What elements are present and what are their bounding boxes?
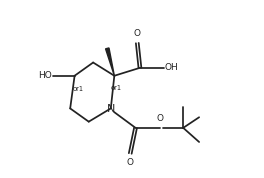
Text: HO: HO [38, 71, 52, 80]
Text: N: N [107, 104, 115, 114]
Text: O: O [126, 158, 133, 167]
Text: or1: or1 [111, 85, 122, 91]
Text: OH: OH [165, 63, 178, 72]
Text: O: O [157, 114, 164, 123]
Text: O: O [134, 29, 141, 38]
Text: or1: or1 [72, 86, 83, 92]
Polygon shape [106, 48, 114, 76]
